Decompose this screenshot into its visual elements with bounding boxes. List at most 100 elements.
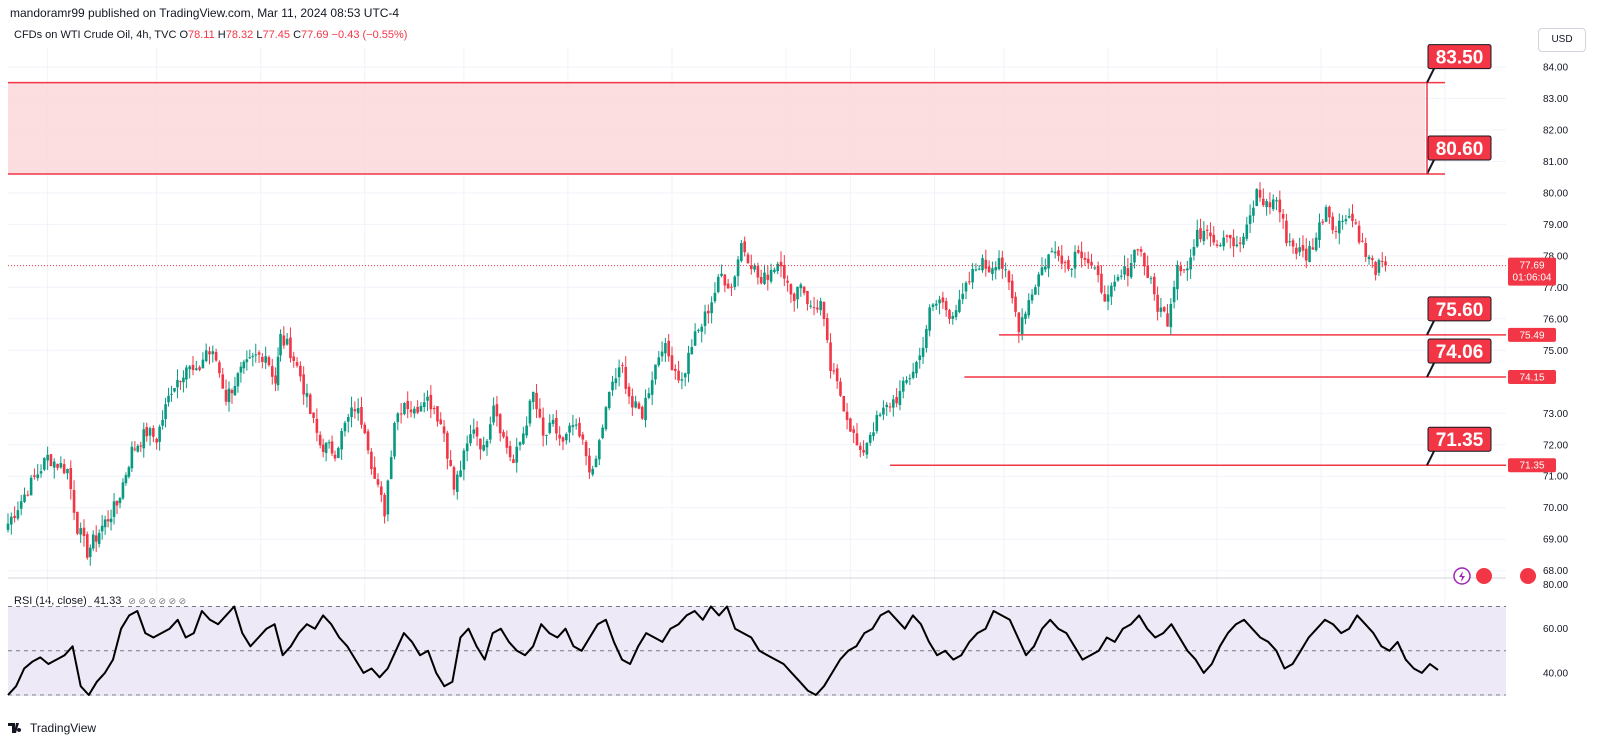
candle-up	[396, 413, 400, 423]
candle-down	[505, 436, 509, 448]
candle-up	[885, 404, 889, 408]
candle-down	[1291, 240, 1295, 247]
candle-up	[892, 399, 895, 408]
price-axis[interactable]: 84.00 83.00 82.00 81.00 80.00 79.00 78.00 77.00…	[1508, 62, 1568, 679]
candle-up	[46, 454, 49, 461]
candle-up	[1113, 281, 1116, 287]
candle-up	[324, 442, 328, 453]
candle-up	[776, 263, 780, 272]
candle-up	[611, 381, 614, 391]
candle-down	[270, 366, 274, 377]
candle-up	[1159, 307, 1163, 312]
candle-down	[1258, 189, 1262, 198]
candle-down	[261, 356, 264, 362]
candle-up	[650, 380, 654, 395]
candle-up	[356, 408, 360, 414]
candle-down	[845, 411, 849, 420]
candle-down	[452, 467, 456, 490]
candle-up	[644, 397, 647, 421]
candle-down	[1083, 257, 1087, 260]
candle-down	[1301, 245, 1305, 251]
us-flag-icon	[1476, 568, 1492, 584]
level-axis-text: 71.35	[1519, 461, 1544, 472]
level-axis-tag	[1508, 458, 1556, 473]
candle-up	[531, 391, 535, 403]
candle-down	[783, 265, 786, 279]
candle-up	[97, 532, 101, 544]
candle-up	[1189, 257, 1192, 270]
candle-up	[518, 442, 522, 446]
rsi-tick: 60.00	[1543, 624, 1568, 635]
candle-up	[248, 357, 252, 359]
currency-button[interactable]: USD	[1538, 28, 1586, 52]
candle-down	[1060, 255, 1064, 264]
candle-up	[167, 395, 170, 403]
candle-up	[872, 432, 875, 437]
candle-up	[1271, 199, 1275, 210]
candle-up	[36, 474, 40, 479]
candle-down	[439, 419, 443, 425]
candle-down	[436, 406, 439, 422]
price-tick: 76.00	[1543, 314, 1568, 325]
level-label-text: 71.35	[1436, 430, 1484, 451]
candle-up	[100, 525, 104, 532]
publisher-attribution: mandoramr99 published on TradingView.com…	[10, 6, 400, 20]
candle-up	[79, 528, 82, 535]
candle-down	[779, 261, 783, 267]
candle-up	[528, 400, 532, 424]
candle-down	[792, 293, 796, 302]
candle-down	[1080, 251, 1083, 259]
candle-down	[416, 406, 419, 413]
candle-down	[333, 454, 337, 459]
candle-up	[19, 501, 23, 509]
candle-down	[495, 404, 499, 417]
candle-up	[1172, 286, 1176, 303]
tradingview-logo[interactable]: TradingView	[8, 721, 96, 735]
candle-down	[62, 464, 66, 474]
symbol-name[interactable]: CFDs on WTI Crude Oil, 4h, TVC	[14, 29, 177, 41]
candle-down	[822, 302, 826, 320]
candle-up	[1020, 317, 1024, 335]
candle-down	[743, 241, 746, 253]
price-tick: 84.00	[1543, 62, 1568, 73]
candle-down	[152, 428, 155, 437]
candle-up	[647, 393, 651, 398]
symbol-legend: CFDs on WTI Crude Oil, 4h, TVC O78.11 H7…	[14, 29, 407, 41]
candle-down	[429, 394, 433, 410]
candle-down	[155, 438, 158, 443]
candle-up	[1275, 200, 1278, 202]
candle-up	[1186, 268, 1189, 271]
candle-down	[1212, 234, 1216, 243]
candle-down	[1285, 220, 1288, 244]
rsi-name[interactable]: RSI (14, close)	[14, 595, 87, 607]
candle-up	[878, 414, 882, 416]
candle-down	[1364, 243, 1368, 257]
candle-up	[690, 347, 694, 355]
candle-down	[637, 403, 641, 409]
candle-down	[115, 500, 119, 506]
candle-down	[1077, 250, 1080, 253]
candle-up	[124, 475, 128, 484]
candle-up	[1288, 241, 1292, 243]
countdown-text: 01:06:04	[1513, 273, 1552, 284]
close-value: 77.69	[301, 29, 329, 41]
candle-down	[1371, 258, 1374, 261]
candle-down	[289, 337, 292, 359]
candle-up	[571, 425, 575, 428]
candle-up	[422, 402, 426, 408]
level-label-box	[1427, 135, 1492, 161]
candle-down	[1215, 244, 1219, 246]
candle-up	[386, 480, 390, 515]
candle-down	[1146, 265, 1149, 278]
candle-up	[515, 446, 519, 463]
candle-down	[230, 389, 234, 394]
level-axis-text: 74.15	[1519, 373, 1544, 384]
candle-up	[264, 356, 267, 363]
footer-brand: TradingView	[30, 721, 97, 735]
candle-down	[1361, 240, 1364, 242]
candle-up	[88, 547, 92, 557]
candle-up	[16, 510, 20, 519]
candle-up	[977, 268, 981, 270]
candle-down	[512, 459, 515, 464]
